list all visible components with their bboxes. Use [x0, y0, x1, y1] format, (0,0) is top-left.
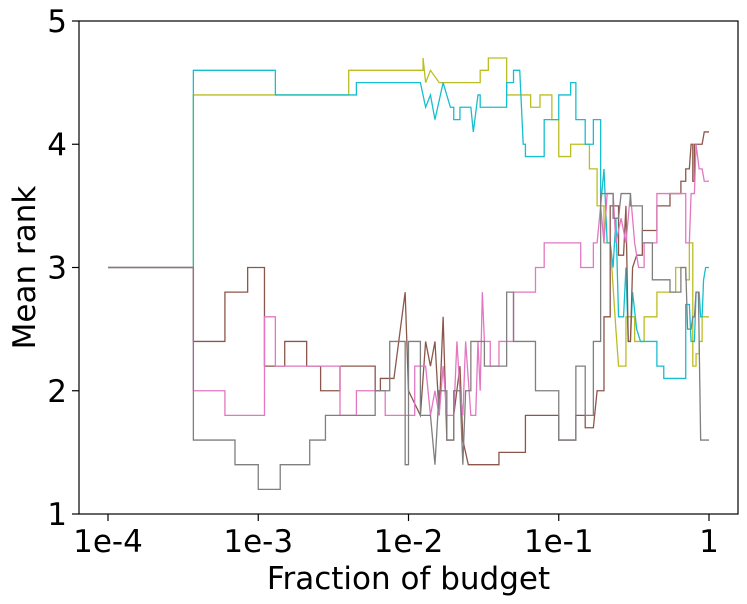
series-line-gray [108, 192, 709, 491]
x-axis-title: Fraction of budget [267, 561, 550, 597]
x-tick-label: 1e-1 [524, 524, 594, 560]
x-tick-label: 1e-3 [223, 524, 293, 560]
y-tick-label: 3 [47, 251, 67, 287]
x-tick-label: 1e-4 [73, 524, 143, 560]
x-axis-ticks: 1e-4 1e-3 1e-2 1e-1 1 [73, 514, 719, 560]
y-tick-label: 2 [47, 374, 67, 410]
y-tick-label: 5 [47, 4, 67, 40]
y-tick-label: 4 [47, 127, 67, 163]
series-line-cyan [108, 69, 709, 380]
x-tick-label: 1e-2 [374, 524, 444, 560]
y-axis-title: Mean rank [7, 186, 43, 350]
series-line-olive [108, 57, 709, 367]
series-layer [108, 57, 709, 491]
y-tick-label: 1 [47, 497, 67, 533]
x-tick-label: 1 [699, 524, 719, 560]
y-axis-ticks: 1 2 3 4 5 [47, 4, 79, 533]
